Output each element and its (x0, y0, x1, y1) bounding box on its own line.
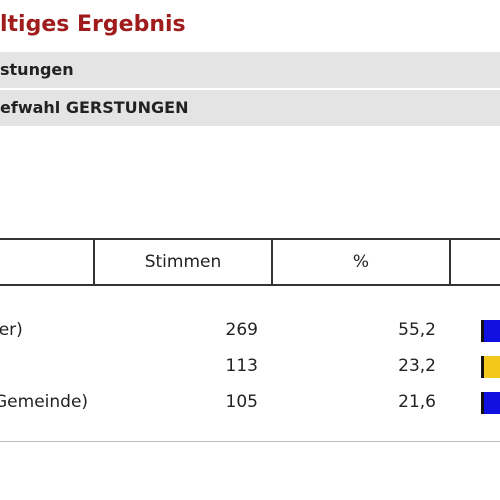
results-table: Stimmen % ler) 269 55,2 113 23,2 Gemeind… (0, 238, 500, 443)
votes-cell: 269 (225, 320, 258, 340)
election-bar: efwahl GERSTUNGEN (0, 90, 500, 126)
percent-cell: 21,6 (398, 392, 436, 412)
election-label: efwahl GERSTUNGEN (0, 98, 189, 117)
share-bar (481, 392, 500, 414)
column-header-chart (451, 240, 500, 284)
table-row: Gemeinde) 105 21,6 (0, 384, 500, 420)
table-bottom-rule (0, 441, 500, 442)
percent-cell: 55,2 (398, 320, 436, 340)
share-bar (481, 356, 500, 378)
share-bar (481, 320, 500, 342)
column-header-votes: Stimmen (95, 240, 273, 284)
table-header: Stimmen % (0, 238, 500, 286)
votes-cell: 105 (225, 392, 258, 412)
percent-cell: 23,2 (398, 356, 436, 376)
party-name: ler) (0, 320, 23, 340)
district-label: stungen (0, 60, 74, 79)
votes-cell: 113 (225, 356, 258, 376)
party-name: Gemeinde) (0, 392, 89, 412)
district-bar: stungen (0, 52, 500, 88)
column-header-percent: % (273, 240, 451, 284)
column-header-party (0, 240, 95, 284)
result-title: ltiges Ergebnis (0, 12, 186, 37)
table-row: ler) 269 55,2 (0, 312, 500, 348)
table-row: 113 23,2 (0, 348, 500, 384)
